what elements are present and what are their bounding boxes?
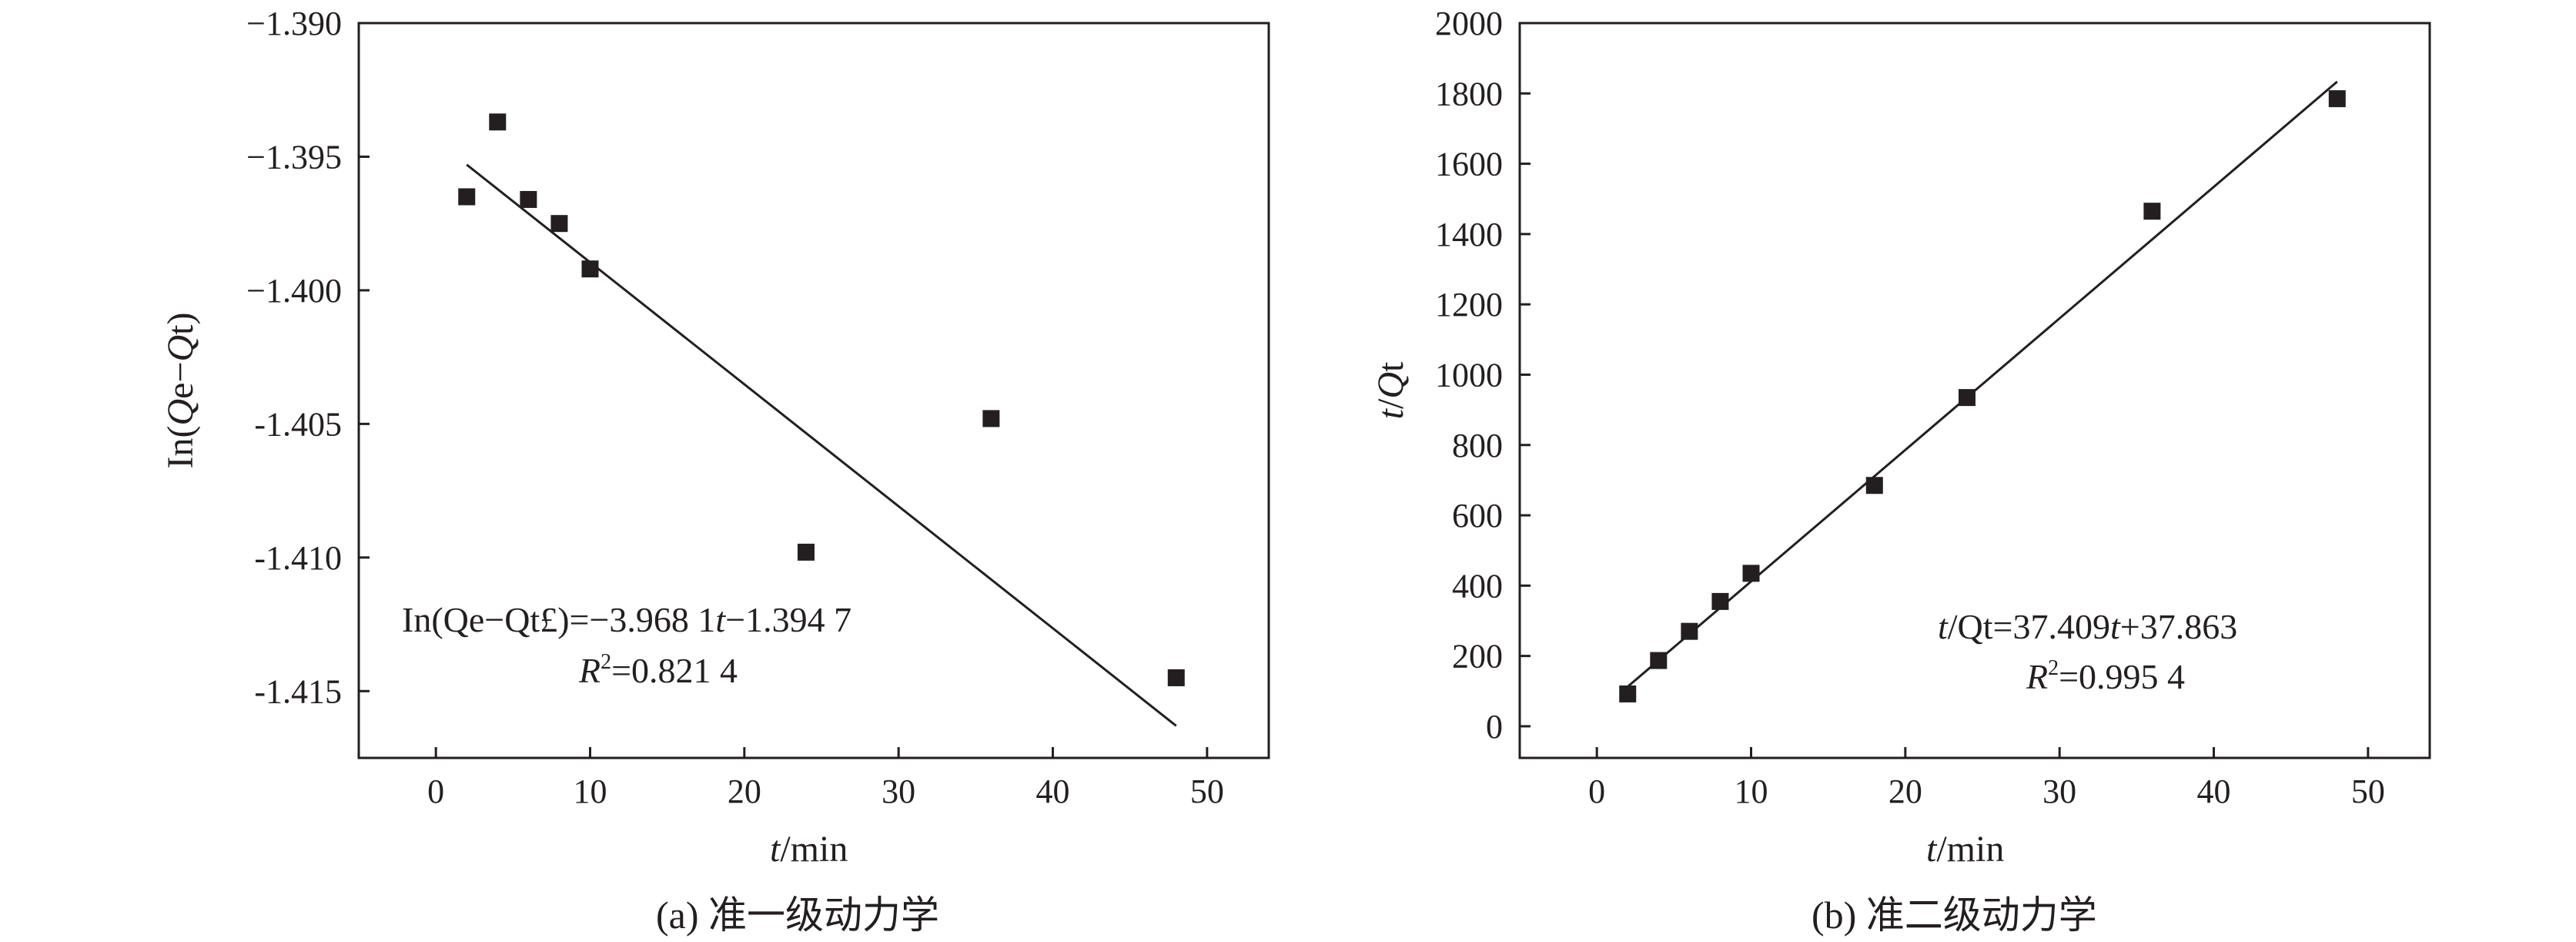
data-point bbox=[581, 260, 599, 278]
data-point bbox=[1958, 389, 1975, 407]
y-tick-label: −1.390 bbox=[246, 5, 342, 42]
panel-b-x-axis-label: t/min bbox=[1926, 829, 2004, 870]
x-tick-label: 30 bbox=[2042, 773, 2076, 810]
y-tick-label: -1.415 bbox=[254, 672, 342, 710]
data-point bbox=[489, 113, 507, 131]
panel-a-pseudo-first-order: 0 10 20 30 40 50 −1.390 −1.395 −1.400 -1.405 -1.41… bbox=[160, 5, 1270, 937]
panel-b-y-axis-label: t/Qt bbox=[1370, 361, 1411, 419]
panel-b-ticks: 0 10 20 30 40 50 0 200 400 600 800 1000 1200 1400 1600… bbox=[1435, 5, 2385, 810]
y-tick-label: -1.410 bbox=[254, 539, 342, 577]
data-point bbox=[2143, 203, 2161, 220]
x-tick-label: 50 bbox=[1190, 773, 1224, 810]
y-tick-label: 400 bbox=[1452, 567, 1503, 605]
x-tick-label: 40 bbox=[1036, 773, 1070, 810]
panel-a-data-points bbox=[458, 113, 1185, 686]
y-tick-label: 200 bbox=[1452, 638, 1503, 675]
panel-a-ticks: 0 10 20 30 40 50 −1.390 −1.395 −1.400 -1.405 -1.41… bbox=[246, 5, 1224, 810]
y-tick-label: 2000 bbox=[1435, 5, 1503, 42]
panel-a-fit-equation: In(Qe−Qt£)=−3.968 1t−1.394 7 bbox=[402, 600, 851, 639]
data-point bbox=[1711, 592, 1729, 610]
y-tick-label: 1000 bbox=[1435, 356, 1503, 394]
panel-b-plot-frame bbox=[1518, 22, 2431, 759]
y-tick-label: 1800 bbox=[1435, 75, 1503, 112]
panel-b-r-squared: R2=0.995 4 bbox=[2026, 656, 2185, 696]
data-point bbox=[520, 190, 537, 208]
y-tick-label: 800 bbox=[1452, 427, 1503, 464]
panel-a-x-axis-label: t/min bbox=[770, 829, 848, 870]
y-tick-label: 600 bbox=[1452, 497, 1503, 535]
y-tick-label: -1.405 bbox=[254, 405, 342, 443]
x-tick-label: 30 bbox=[882, 773, 915, 810]
y-tick-label: 1600 bbox=[1435, 146, 1503, 183]
x-tick-label: 0 bbox=[427, 773, 444, 810]
panel-b-fit-equation: t/Qt=37.409t+37.863 bbox=[1938, 607, 2237, 646]
panel-b-data-points bbox=[1619, 90, 2346, 702]
panel-a-r-squared: R2=0.821 4 bbox=[578, 650, 738, 690]
panel-a-y-axis-label: In(Qe−Qt) bbox=[160, 312, 201, 468]
x-tick-label: 20 bbox=[728, 773, 761, 810]
x-tick-label: 20 bbox=[1889, 773, 1922, 810]
data-point bbox=[1742, 565, 1760, 582]
data-point bbox=[550, 215, 568, 233]
y-tick-label: −1.400 bbox=[246, 272, 342, 310]
panel-b-pseudo-second-order: 0 10 20 30 40 50 0 200 400 600 800 1000 1200 1400 1600… bbox=[1370, 5, 2431, 937]
data-point bbox=[458, 188, 476, 206]
y-tick-label: 0 bbox=[1486, 708, 1503, 746]
y-tick-label: −1.395 bbox=[246, 138, 342, 176]
x-tick-label: 10 bbox=[1735, 773, 1768, 810]
data-point bbox=[797, 543, 815, 561]
panel-a-fit-line bbox=[466, 163, 1177, 727]
panel-b-fit-line bbox=[1627, 80, 2338, 688]
x-tick-label: 10 bbox=[574, 773, 607, 810]
data-point bbox=[1650, 652, 1668, 669]
panel-a-caption: (a) 准一级动力学 bbox=[656, 893, 939, 937]
x-tick-label: 40 bbox=[2197, 773, 2231, 810]
data-point bbox=[982, 410, 1000, 427]
x-tick-label: 50 bbox=[2351, 773, 2385, 810]
data-point bbox=[1681, 622, 1698, 640]
data-point bbox=[1865, 477, 1883, 494]
panel-b-caption: (b) 准二级动力学 bbox=[1812, 893, 2097, 937]
panel-a-plot-frame bbox=[357, 22, 1270, 759]
data-point bbox=[1619, 685, 1637, 702]
y-tick-label: 1400 bbox=[1435, 216, 1503, 253]
data-point bbox=[2328, 90, 2346, 108]
x-tick-label: 0 bbox=[1588, 773, 1605, 810]
data-point bbox=[1167, 669, 1185, 686]
y-tick-label: 1200 bbox=[1435, 286, 1503, 323]
